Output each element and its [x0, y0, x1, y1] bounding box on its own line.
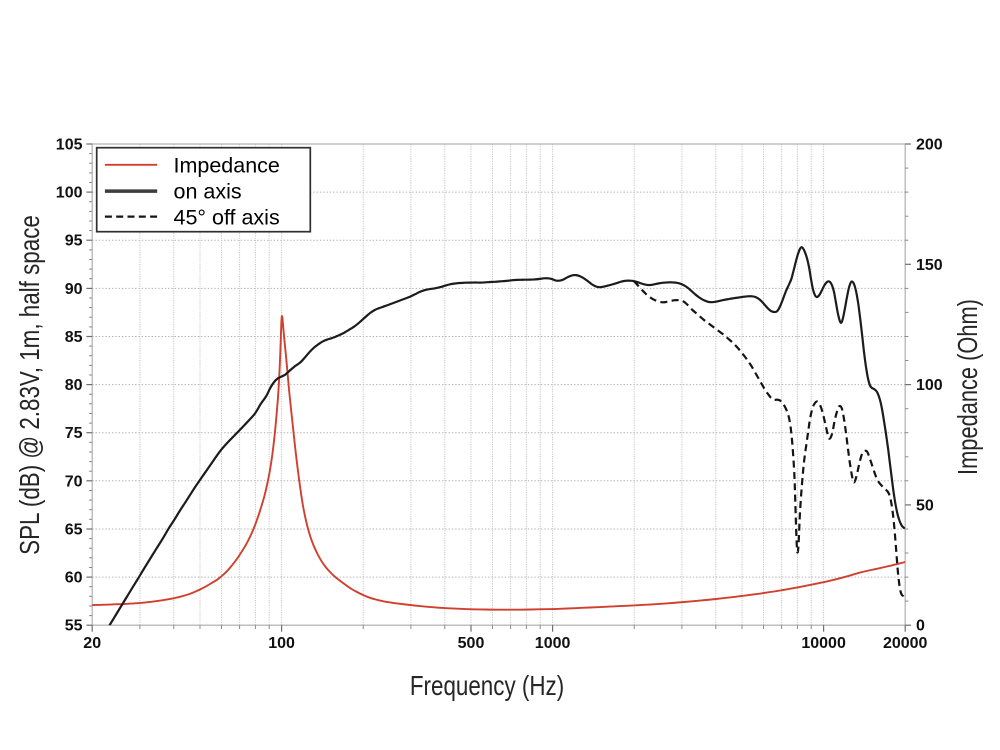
- svg-text:Impedance: Impedance: [174, 154, 280, 178]
- svg-text:100: 100: [56, 185, 83, 202]
- svg-text:200: 200: [916, 137, 943, 154]
- svg-text:on axis: on axis: [174, 180, 242, 204]
- svg-text:50: 50: [916, 497, 934, 514]
- svg-text:90: 90: [65, 281, 83, 298]
- svg-text:20000: 20000: [883, 635, 928, 652]
- svg-text:60: 60: [65, 570, 83, 587]
- svg-text:0: 0: [916, 618, 925, 635]
- svg-text:95: 95: [65, 233, 83, 250]
- svg-text:105: 105: [56, 137, 83, 154]
- svg-text:70: 70: [65, 473, 83, 490]
- svg-text:1000: 1000: [535, 635, 571, 652]
- svg-text:Frequency (Hz): Frequency (Hz): [410, 671, 564, 702]
- svg-text:SPL (dB) @ 2.83V, 1m, half spa: SPL (dB) @ 2.83V, 1m, half space: [15, 215, 46, 555]
- svg-text:20: 20: [83, 635, 101, 652]
- svg-text:85: 85: [65, 329, 83, 346]
- svg-text:Impedance (Ohm): Impedance (Ohm): [952, 299, 983, 475]
- svg-text:75: 75: [65, 425, 83, 442]
- svg-text:500: 500: [458, 635, 485, 652]
- svg-text:100: 100: [916, 377, 943, 394]
- svg-text:80: 80: [65, 377, 83, 394]
- svg-text:65: 65: [65, 522, 83, 539]
- svg-text:10000: 10000: [801, 635, 846, 652]
- svg-text:100: 100: [268, 635, 295, 652]
- svg-text:150: 150: [916, 257, 943, 274]
- svg-text:45° off axis: 45° off axis: [174, 205, 280, 229]
- svg-text:55: 55: [65, 618, 83, 635]
